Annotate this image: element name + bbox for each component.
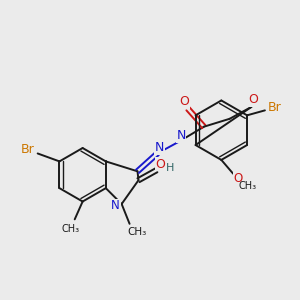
- Text: Br: Br: [21, 143, 34, 156]
- Text: CH₃: CH₃: [238, 181, 256, 191]
- Text: O: O: [234, 172, 243, 185]
- Text: O: O: [179, 95, 189, 108]
- Text: O: O: [248, 94, 258, 106]
- Text: O: O: [155, 158, 165, 171]
- Text: N: N: [176, 129, 186, 142]
- Text: N: N: [154, 141, 164, 154]
- Text: CH₃: CH₃: [128, 227, 147, 237]
- Text: H: H: [166, 163, 174, 173]
- Text: N: N: [111, 200, 120, 212]
- Text: CH₃: CH₃: [62, 224, 80, 234]
- Text: Br: Br: [268, 101, 282, 114]
